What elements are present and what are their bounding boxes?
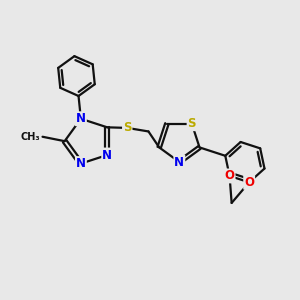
Text: O: O <box>244 176 254 189</box>
Text: N: N <box>76 112 86 125</box>
Text: N: N <box>174 156 184 169</box>
Text: CH₃: CH₃ <box>20 132 40 142</box>
Text: O: O <box>225 169 235 182</box>
Text: S: S <box>123 122 131 134</box>
Text: N: N <box>102 148 112 161</box>
Text: S: S <box>188 117 196 130</box>
Text: N: N <box>76 157 86 170</box>
